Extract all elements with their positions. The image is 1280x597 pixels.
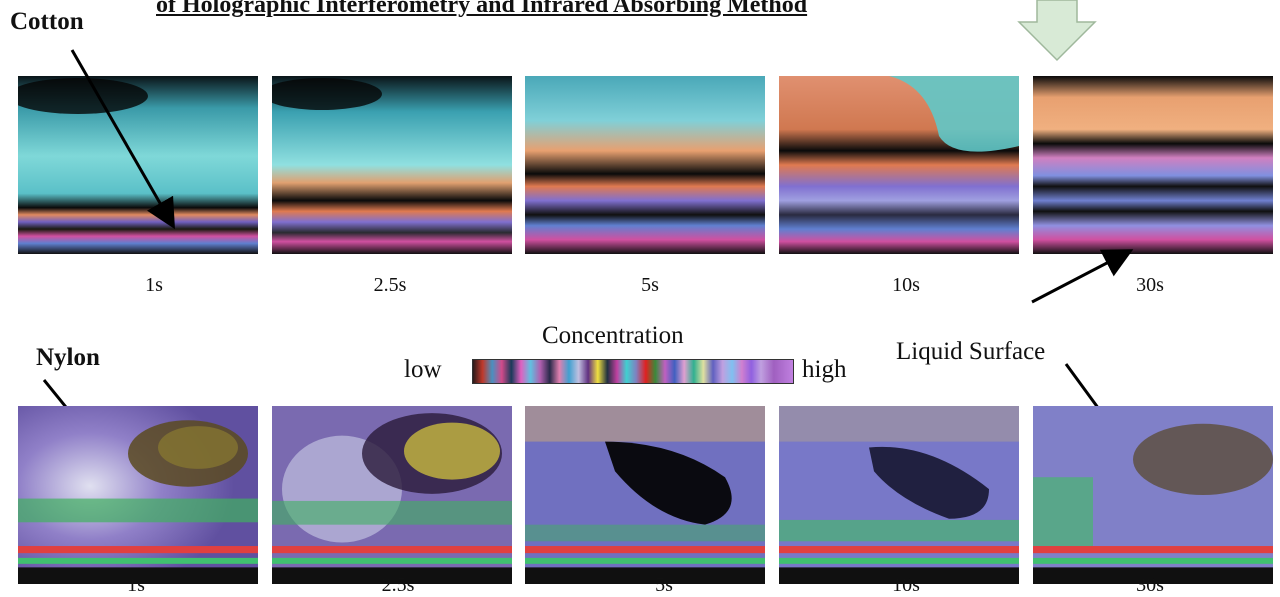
cotton-time-3: 5s: [641, 274, 659, 296]
cotton-panel-10s: [779, 76, 1019, 254]
cotton-time-5: 30s: [1136, 274, 1164, 296]
low-label: low: [404, 356, 442, 383]
cotton-panel-30s: [1033, 76, 1273, 254]
cotton-panel-2-5s: [272, 76, 512, 254]
down-arrow-icon: [1017, 0, 1097, 62]
cotton-panel-5s: [525, 76, 765, 254]
nylon-panel-30s: [1033, 406, 1273, 584]
nylon-time-3: 5s: [655, 574, 673, 596]
cotton-time-1: 1s: [145, 274, 163, 296]
nylon-panel-2-5s: [272, 406, 512, 584]
nylon-panel-10s: [779, 406, 1019, 584]
liquid-surface-label: Liquid Surface: [896, 338, 1046, 365]
concentration-label: Concentration: [542, 322, 684, 349]
nylon-time-1: 1s: [127, 574, 145, 596]
concentration-colorbar: [472, 359, 794, 384]
nylon-panel-1s: [18, 406, 258, 584]
high-label: high: [802, 356, 847, 383]
nylon-time-4: 10s: [892, 574, 920, 596]
nylon-label: Nylon: [36, 344, 100, 371]
cotton-time-4: 10s: [892, 274, 920, 296]
nylon-time-2: 2.5s: [381, 574, 415, 596]
cotton-label: Cotton: [10, 8, 84, 35]
nylon-panel-5s: [525, 406, 765, 584]
figure-title: of Holographic Interferometry and Infrar…: [156, 0, 808, 18]
cotton-time-2: 2.5s: [373, 274, 407, 296]
nylon-time-5: 30s: [1136, 574, 1164, 596]
